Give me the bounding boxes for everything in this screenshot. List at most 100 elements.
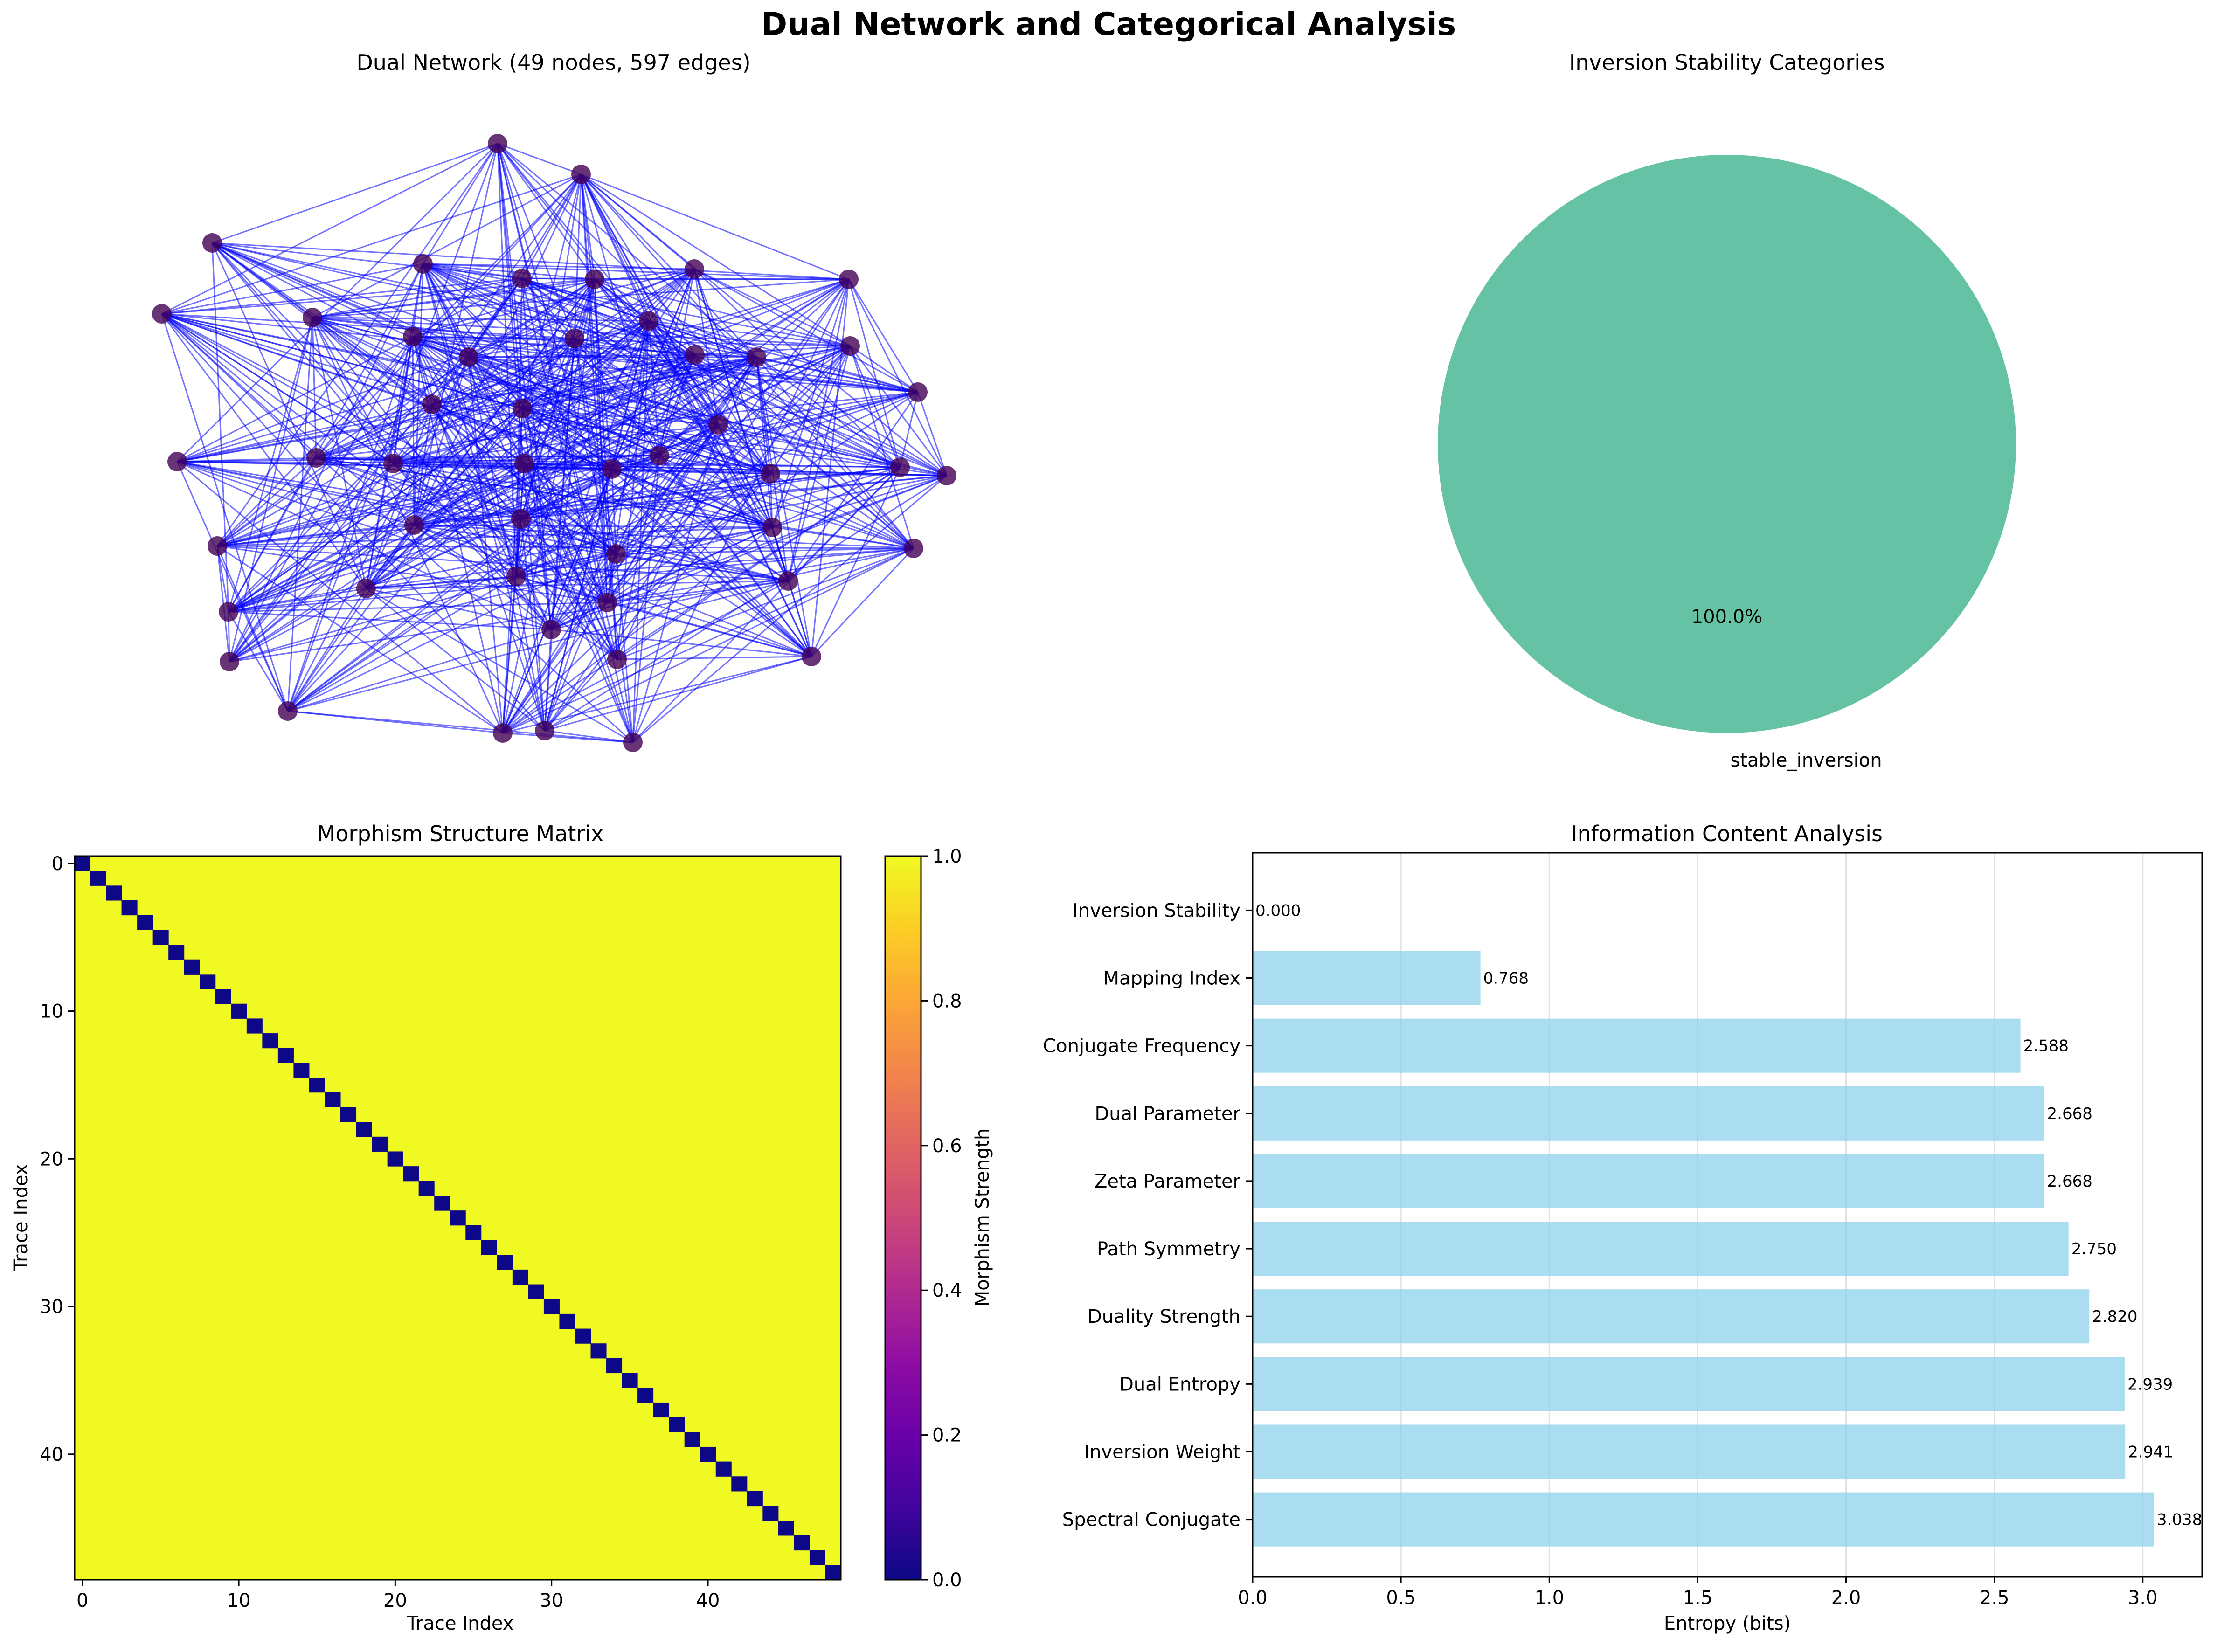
network-edge xyxy=(393,463,617,660)
bar-value-label: 0.000 xyxy=(1255,901,1301,920)
network-edge xyxy=(520,518,608,603)
heatmap-xlabel: Trace Index xyxy=(407,1613,514,1634)
network-edge xyxy=(211,242,229,612)
heatmap-diagonal-cell xyxy=(809,1550,825,1565)
network-edge xyxy=(755,357,771,474)
network-edge xyxy=(648,320,757,358)
network-edge xyxy=(228,611,289,712)
colorbar-tick-label: 0.4 xyxy=(932,1280,962,1301)
network-edge xyxy=(177,461,521,520)
heatmap-diagonal-cell xyxy=(340,1107,357,1122)
network-node xyxy=(904,539,923,558)
network-edge xyxy=(574,338,812,657)
network-node xyxy=(306,448,326,468)
network-node xyxy=(459,347,478,367)
network-edge xyxy=(431,404,618,660)
network-edge xyxy=(616,526,773,555)
network-edge xyxy=(574,338,773,528)
network-edge xyxy=(287,468,612,712)
network-edge xyxy=(315,336,414,458)
network-edge xyxy=(312,317,525,464)
heatmap-diagonal-cell xyxy=(481,1240,497,1255)
bar-value-label: 2.820 xyxy=(2092,1307,2137,1326)
network-node xyxy=(202,233,222,253)
network-node xyxy=(890,457,910,477)
network-edge xyxy=(648,320,918,393)
network-edge xyxy=(366,278,849,589)
network-edge xyxy=(212,242,525,464)
bar-xtick-label: 1.0 xyxy=(1534,1587,1564,1609)
network-edge xyxy=(521,277,719,426)
network-edge xyxy=(217,424,719,547)
network-edge xyxy=(520,391,918,520)
network-edge xyxy=(217,545,503,734)
bar-category-label: Dual Parameter xyxy=(1095,1103,1240,1125)
bar-category-label: Spectral Conjugate xyxy=(1062,1509,1240,1531)
heatmap-diagonal-cell xyxy=(215,989,231,1004)
network-edge xyxy=(412,336,433,405)
bar-category-label: Path Symmetry xyxy=(1097,1238,1240,1260)
network-edge xyxy=(648,320,660,456)
network-edge xyxy=(413,404,433,525)
network-edge xyxy=(848,279,948,476)
network-edge xyxy=(229,466,901,663)
network-edge xyxy=(615,553,634,743)
network-edge xyxy=(217,545,608,603)
network-edge xyxy=(423,263,522,279)
bar-value-label: 0.768 xyxy=(1483,969,1529,988)
network-edge xyxy=(607,601,812,657)
network-edge xyxy=(694,354,719,425)
heatmap-xtick-label: 40 xyxy=(696,1590,720,1611)
network-edge xyxy=(520,473,771,520)
network-node xyxy=(840,336,860,356)
network-edge xyxy=(229,278,849,663)
colorbar-tick-label: 0.2 xyxy=(932,1425,962,1446)
bar-category-label: Inversion Weight xyxy=(1084,1441,1240,1463)
network-edge xyxy=(632,455,660,743)
network-node xyxy=(778,571,798,591)
pie-title: Inversion Stability Categories xyxy=(1569,50,1885,75)
colorbar-tick-label: 0.0 xyxy=(932,1569,962,1591)
heatmap-diagonal-cell xyxy=(575,1328,591,1344)
network-edge xyxy=(521,279,596,409)
network-node xyxy=(511,509,531,529)
network-edge xyxy=(366,553,617,589)
network-node xyxy=(762,518,782,537)
heatmap-diagonal-cell xyxy=(325,1092,341,1107)
network-edge xyxy=(580,174,613,470)
colorbar xyxy=(884,855,922,1581)
heatmap-diagonal-cell xyxy=(121,900,138,916)
network-edge xyxy=(551,601,608,630)
heatmap-diagonal-cell xyxy=(231,1003,247,1019)
heatmap-ytick-label: 0 xyxy=(52,853,63,875)
bar-value-label: 2.750 xyxy=(2072,1240,2117,1258)
network-edge xyxy=(228,588,367,613)
network-edge xyxy=(497,143,757,358)
bar-category-label: Zeta Parameter xyxy=(1095,1171,1241,1192)
network-node xyxy=(152,304,172,324)
heatmap-diagonal-cell xyxy=(528,1284,544,1299)
network-edge xyxy=(217,278,595,547)
network-node xyxy=(513,399,532,418)
network-edge xyxy=(551,547,914,630)
network-node xyxy=(565,329,584,348)
network-edge xyxy=(849,346,915,549)
network-node xyxy=(602,459,622,479)
network-edge xyxy=(632,466,901,743)
network-edge xyxy=(520,518,617,555)
network-edge xyxy=(176,143,499,463)
network-edge xyxy=(848,279,901,468)
network-edge xyxy=(694,268,851,347)
bar-value-label: 2.941 xyxy=(2128,1443,2173,1461)
network-edge xyxy=(550,338,575,630)
heatmap-diagonal-cell xyxy=(731,1476,748,1492)
heatmap-ytick-label: 40 xyxy=(40,1444,63,1465)
colorbar-tick-label: 0.6 xyxy=(932,1135,962,1157)
heatmap-diagonal-cell xyxy=(512,1269,528,1285)
network-node xyxy=(535,721,554,740)
heatmap-diagonal-cell xyxy=(559,1313,575,1329)
network-edge xyxy=(581,173,947,477)
network-edge xyxy=(550,469,613,630)
network-edge xyxy=(412,336,901,468)
